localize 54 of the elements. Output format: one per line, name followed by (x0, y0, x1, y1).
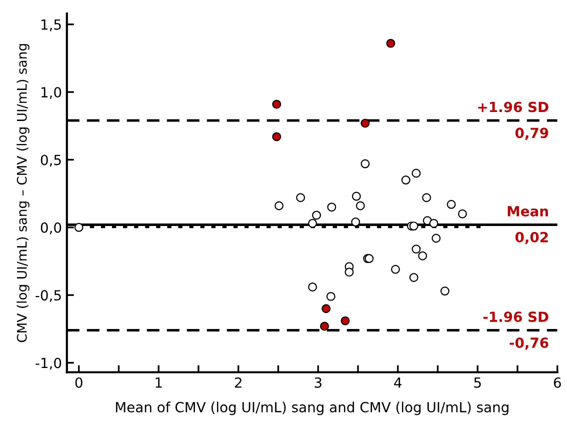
annotation: -0,76 (510, 337, 548, 350)
point (412, 168, 421, 178)
point (440, 286, 450, 296)
x-tick-label: 3 (314, 377, 322, 388)
y-tick-label: 1,5 (41, 20, 61, 32)
point (418, 251, 428, 260)
point (401, 176, 410, 185)
y-tick-label: -1,0 (36, 358, 62, 370)
point (308, 282, 318, 292)
x-tick-label: 1 (156, 378, 162, 388)
point (409, 273, 418, 282)
ref-line-label: Mean (508, 206, 548, 216)
point (272, 132, 282, 142)
point (326, 292, 336, 301)
point (390, 264, 400, 274)
y-tick-label: 0,0 (40, 222, 62, 234)
y-axis-title: CMV (log UI/mL) sang – CMV (log UI/mL) sang (16, 44, 30, 342)
point (360, 159, 370, 168)
point (432, 234, 441, 243)
point (356, 201, 365, 210)
point (327, 202, 336, 212)
point (360, 118, 370, 128)
annotation: 0,79 (515, 128, 548, 140)
point (320, 322, 329, 331)
point (386, 38, 396, 48)
point (422, 193, 432, 202)
point (274, 201, 284, 210)
x-tick-label: 5 (474, 378, 481, 388)
annotation: 0,02 (515, 232, 548, 244)
point (352, 192, 361, 201)
point (412, 244, 421, 254)
point (340, 316, 350, 326)
point (351, 218, 360, 226)
x-tick-label: 4 (394, 378, 402, 388)
x-tick-label: 6 (554, 377, 561, 388)
point (344, 268, 354, 277)
ref-line-label: -1.96 SD (483, 312, 548, 322)
point (74, 222, 84, 232)
point (308, 218, 318, 228)
point (429, 218, 438, 228)
y-tick-label: 0,5 (40, 154, 61, 167)
x-axis-title: Mean of CMV (log UI/mL) sang and CMV (log UI/mL) sang (116, 402, 508, 416)
y-tick-label: 1,0 (41, 87, 62, 99)
point (272, 100, 282, 109)
point (446, 200, 456, 209)
point (296, 193, 306, 202)
ref-line-label: +1.96 SD (478, 102, 548, 112)
x-tick-label: 0 (75, 377, 82, 388)
point (409, 222, 418, 231)
point (322, 304, 331, 314)
x-tick-label: 2 (234, 377, 242, 388)
point (312, 210, 322, 220)
point (458, 209, 467, 218)
y-tick-label: -0,5 (36, 290, 61, 302)
